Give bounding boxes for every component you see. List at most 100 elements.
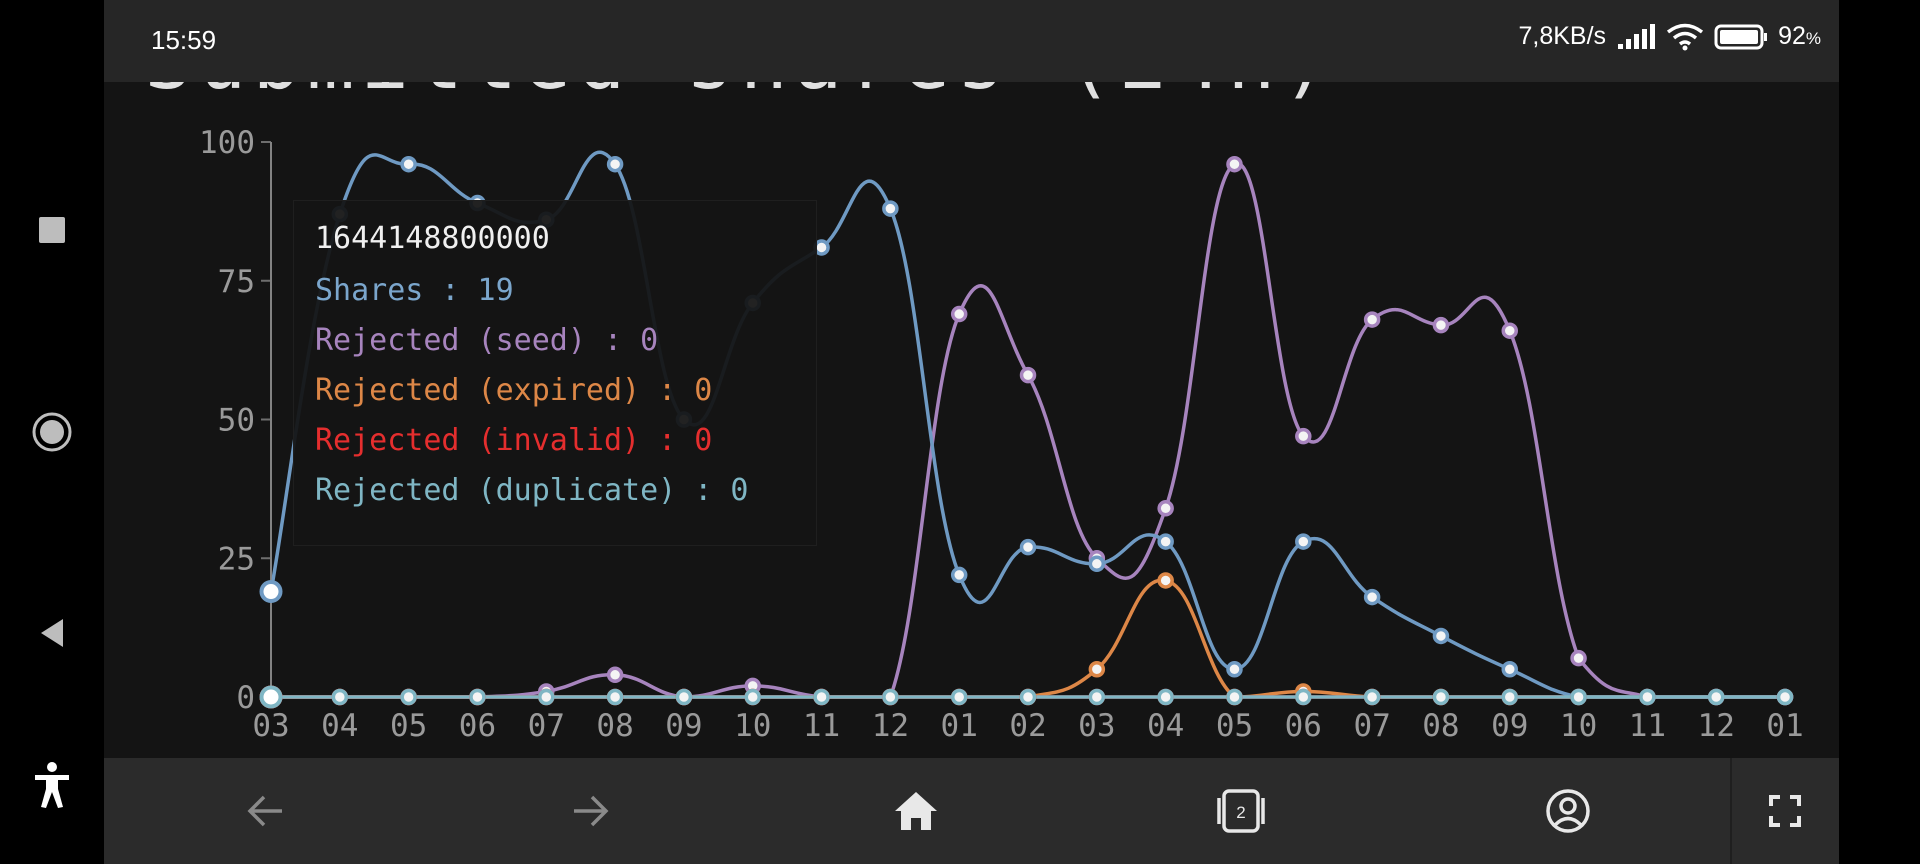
accessibility-button[interactable] [0, 755, 104, 815]
fullscreen-button[interactable] [1725, 758, 1839, 864]
x-tick-label: 06 [459, 708, 496, 744]
data-point [1157, 688, 1174, 706]
data-point [1639, 688, 1656, 706]
x-tick-label: 03 [252, 708, 289, 744]
data-point [1157, 572, 1174, 589]
data-point [1019, 366, 1037, 384]
x-tick-label: 07 [528, 708, 565, 744]
account-button[interactable] [1508, 758, 1628, 864]
battery-level: 92% [1778, 22, 1821, 50]
data-point [606, 155, 624, 173]
x-tick-label: 10 [734, 708, 771, 744]
x-tick-label: 11 [803, 708, 840, 744]
data-point [1363, 588, 1381, 606]
back-triangle-icon [41, 619, 63, 647]
home-icon [895, 792, 937, 830]
back-arrow-icon [247, 795, 282, 827]
x-tick-label: 11 [1629, 708, 1666, 744]
network-speed: 7,8KB/s [1518, 22, 1607, 50]
y-tick-label: 0 [236, 680, 255, 716]
system-navigation-bar [0, 0, 104, 864]
x-tick-label: 05 [1216, 708, 1253, 744]
back-system-button[interactable] [0, 603, 104, 663]
data-point [1019, 538, 1037, 556]
tab-count: 2 [1236, 803, 1245, 822]
data-point [1295, 533, 1312, 550]
data-point [1501, 661, 1519, 678]
data-point [400, 155, 417, 173]
x-tick-label: 07 [1353, 708, 1390, 744]
data-point [1363, 311, 1381, 328]
x-tick-label: 09 [665, 708, 702, 744]
tabs-icon: 2 [1217, 789, 1265, 833]
data-point [1226, 155, 1243, 173]
data-point [1088, 661, 1106, 678]
tooltip-rejected-invalid: Rejected (invalid) : 0 [315, 423, 713, 458]
browser-toolbar: 2 [104, 758, 1839, 864]
data-point [1432, 627, 1450, 645]
data-point [606, 666, 624, 684]
data-point [813, 688, 830, 706]
data-point [1363, 688, 1381, 706]
data-point [1776, 688, 1794, 706]
data-point [675, 688, 693, 706]
data-point [606, 688, 624, 706]
data-point [813, 239, 830, 256]
x-tick-label: 12 [1698, 708, 1735, 744]
recents-square-icon [39, 217, 65, 243]
tooltip-title: 1644148800000 [315, 221, 550, 256]
status-indicators: 7,8KB/s 92% [1518, 22, 1821, 51]
home-circle-icon [32, 412, 72, 452]
data-point [1226, 688, 1243, 706]
x-tick-label: 01 [1766, 708, 1803, 744]
data-point [1707, 688, 1725, 706]
y-tick-label: 50 [218, 403, 255, 439]
x-tick-label: 01 [941, 708, 978, 744]
x-tick-label: 02 [1009, 708, 1046, 744]
home-system-button[interactable] [0, 402, 104, 462]
fullscreen-icon [1769, 795, 1801, 827]
x-tick-label: 05 [390, 708, 427, 744]
data-point [1501, 322, 1519, 339]
browser-screen: Submitted shares (24h) 15:59 7,8KB/s [104, 0, 1839, 864]
data-point [1226, 661, 1243, 678]
data-point [1570, 688, 1587, 706]
data-point [744, 688, 761, 706]
data-point [882, 200, 899, 217]
y-tick-label: 25 [218, 541, 255, 577]
data-point [950, 566, 968, 584]
home-button[interactable] [856, 758, 976, 864]
forward-arrow-icon [574, 795, 609, 827]
x-tick-label: 10 [1560, 708, 1597, 744]
data-point [882, 688, 899, 706]
data-point [1157, 500, 1174, 517]
tooltip-rejected-expired: Rejected (expired) : 0 [315, 373, 713, 408]
x-tick-label: 03 [1078, 708, 1115, 744]
forward-button[interactable] [530, 758, 650, 864]
series-line [270, 578, 1786, 699]
x-tick-label: 04 [321, 708, 358, 744]
x-tick-label: 04 [1147, 708, 1184, 744]
tabs-button[interactable]: 2 [1181, 758, 1301, 864]
data-point [1019, 688, 1037, 706]
back-button[interactable] [206, 758, 326, 864]
tooltip-shares: Shares : 19 [315, 273, 514, 308]
x-tick-label: 08 [596, 708, 633, 744]
x-tick-label: 09 [1491, 708, 1528, 744]
submitted-shares-chart[interactable]: 0 25 50 75 100 03 04 05 06 07 08 09 10 11 12 01 02 03 04 05… [104, 82, 1839, 758]
recents-button[interactable] [0, 200, 104, 260]
tooltip-rejected-duplicate: Rejected (duplicate) : 0 [315, 473, 749, 508]
data-point [538, 688, 555, 706]
data-point [1432, 688, 1450, 706]
data-point [1157, 533, 1174, 550]
active-point [259, 580, 283, 604]
x-tick-label: 08 [1422, 708, 1459, 744]
accessibility-icon [35, 762, 69, 808]
y-tick-label: 100 [199, 125, 255, 161]
signal-icon [1618, 23, 1656, 49]
data-point [1432, 316, 1450, 334]
data-point [1501, 688, 1519, 706]
data-point [400, 688, 417, 706]
data-point [1295, 427, 1312, 445]
battery-icon [1714, 24, 1768, 49]
